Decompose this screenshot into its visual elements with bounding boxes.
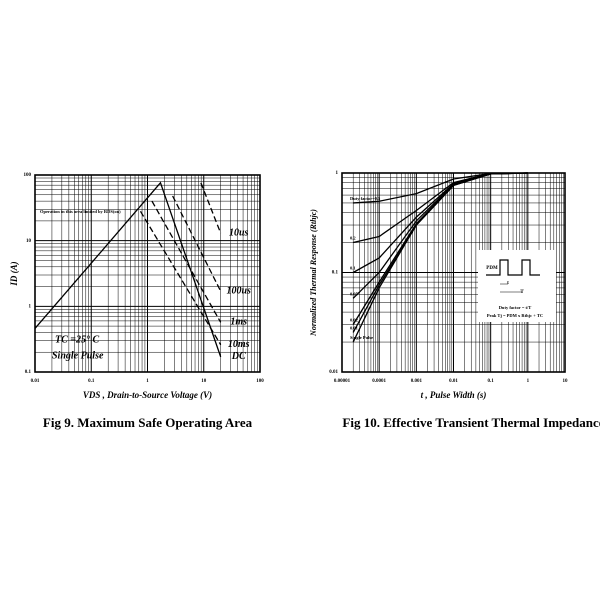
series-label: 10us	[229, 227, 249, 238]
annotation: Operation in this area limited by RDS(on…	[40, 209, 121, 214]
y-tick-label: 10	[26, 239, 32, 244]
series-line	[352, 172, 528, 343]
series-line	[139, 210, 222, 346]
annotation: PDM	[486, 266, 498, 271]
series-label: DC	[231, 351, 246, 362]
series-label: Duty factor=0.5	[350, 196, 381, 201]
x-tick-label: 0.01	[449, 379, 458, 384]
x-tick-label: 0.01	[31, 379, 40, 384]
series-label: 0.02	[350, 318, 359, 323]
annotation: T	[520, 290, 524, 295]
series-label: 10ms	[228, 339, 250, 350]
x-tick-label: 1	[146, 379, 149, 384]
pulse-arrows	[500, 283, 522, 293]
annotation: Single Pulse	[52, 350, 104, 361]
annotation: t	[507, 281, 509, 286]
series-label: 0.05	[350, 291, 359, 296]
series-label: 0.1	[350, 266, 356, 271]
plot-frame	[341, 172, 566, 373]
x-tick-label: 0.0001	[372, 379, 386, 384]
x-tick-label: 100	[256, 379, 264, 384]
series-label: 0.2	[350, 236, 356, 241]
y-tick-label: 100	[24, 173, 32, 178]
plot-frame	[34, 174, 261, 373]
y-tick-label: 0.1	[25, 370, 32, 375]
y-tick-label: 1	[29, 304, 32, 309]
y-axis-label: ID (A)	[9, 261, 19, 286]
x-tick-label: 10	[201, 379, 207, 384]
x-tick-label: 0.1	[88, 379, 95, 384]
series-line	[151, 200, 222, 323]
chart-title: Fig 9. Maximum Safe Operating Area	[43, 415, 253, 430]
annotation: TC =25° C	[55, 334, 99, 345]
y-axis-label: Normalized Thermal Response (Rthjc)	[309, 209, 318, 337]
series-label: 100us	[226, 285, 251, 296]
x-tick-label: 1	[527, 379, 530, 384]
x-tick-label: 0.001	[411, 379, 423, 384]
x-tick-label: 0.00001	[334, 379, 351, 384]
diagram-box	[478, 250, 556, 322]
x-axis-label: VDS , Drain-to-Source Voltage (V)	[83, 390, 212, 400]
x-axis-label: t , Pulse Width (s)	[421, 390, 487, 400]
chart-title: Fig 10. Effective Transient Thermal Impe…	[342, 415, 600, 430]
x-tick-label: 10	[563, 379, 569, 384]
pulse-diagram	[486, 259, 540, 276]
series-label: 1ms	[230, 317, 247, 328]
annotation: Duty factor = t/T	[499, 305, 532, 310]
series-line	[200, 182, 222, 234]
x-tick-label: 0.1	[488, 379, 495, 384]
y-tick-label: 1	[336, 171, 339, 176]
series-line	[34, 181, 222, 358]
series-label: Single Pulse	[350, 335, 373, 340]
y-tick-label: 0.1	[332, 271, 339, 276]
y-tick-label: 0.01	[329, 370, 338, 375]
series-label: 0.01	[350, 325, 359, 330]
annotation: Peak Tj = PDM x Rthjc + TC	[487, 313, 543, 318]
